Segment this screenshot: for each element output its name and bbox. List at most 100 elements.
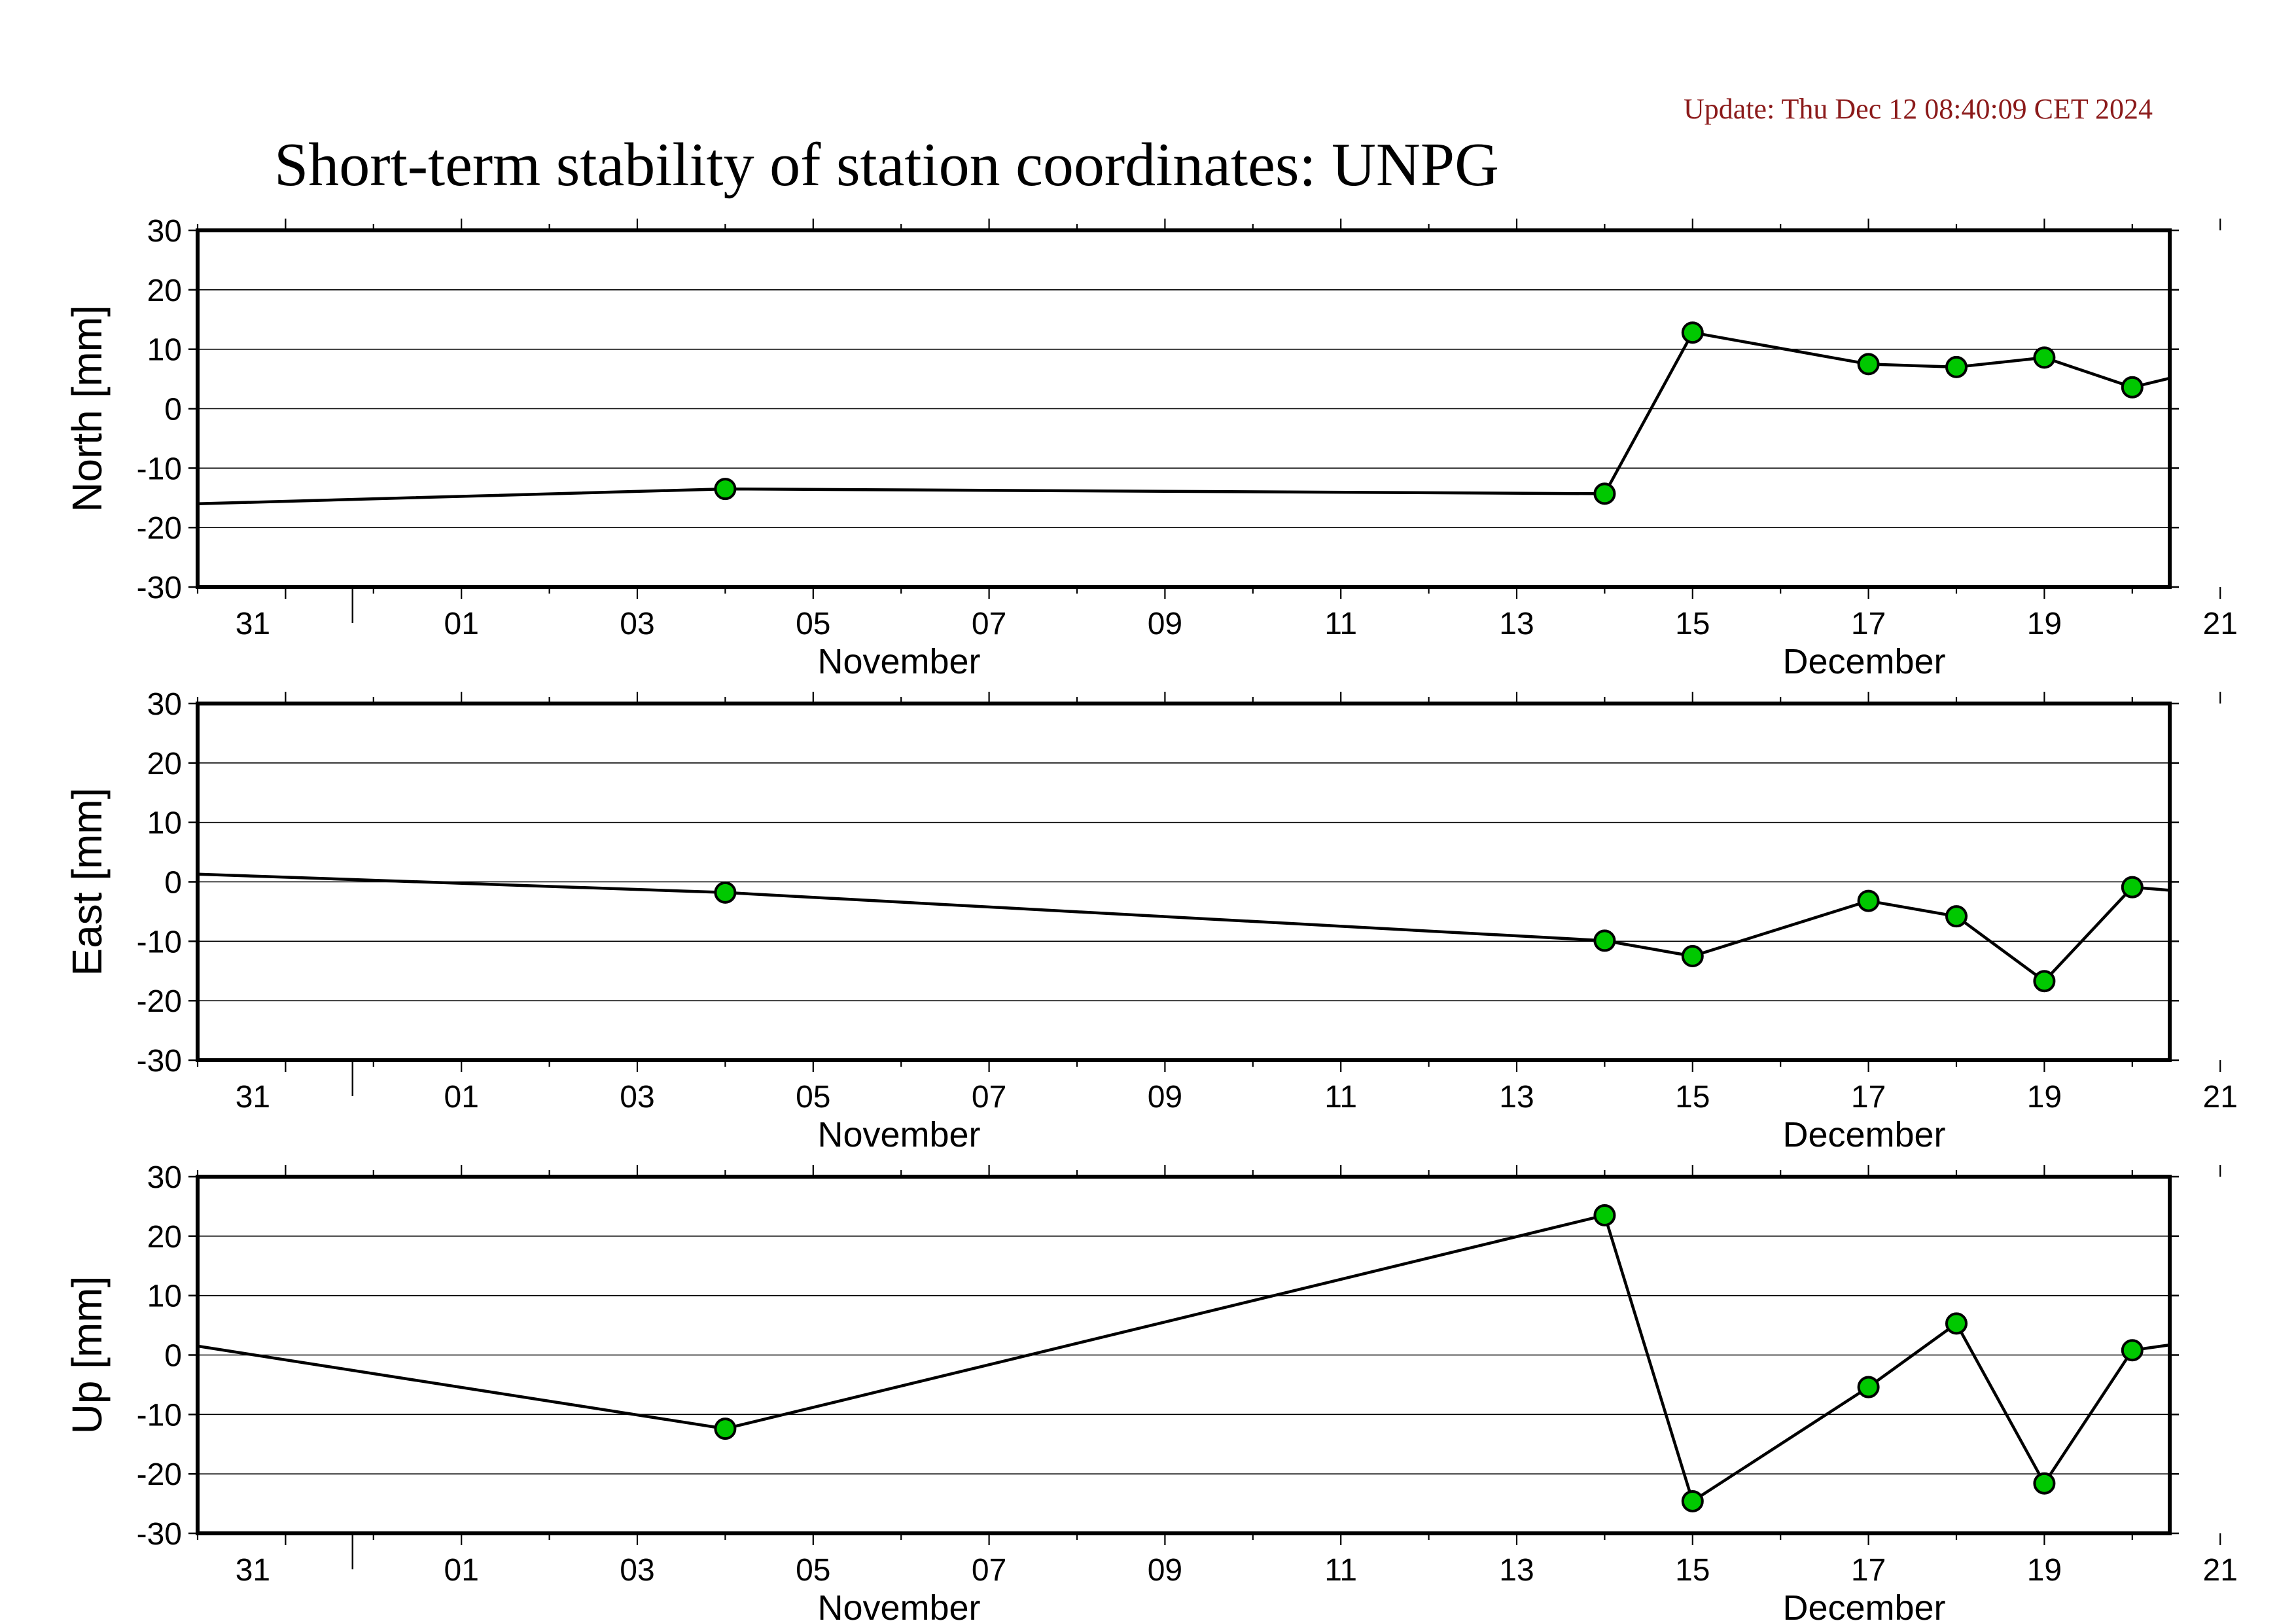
x-tick-label: 21 (2203, 607, 2238, 641)
month-label: December (1782, 1588, 1945, 1623)
x-tick-label: 01 (444, 1553, 479, 1588)
data-point (2033, 346, 2056, 369)
series-line (198, 872, 2170, 983)
data-point (2033, 1472, 2056, 1495)
y-tick-label: -10 (137, 1398, 182, 1433)
x-tick-label: 11 (1324, 607, 1357, 641)
data-point (1681, 945, 1704, 968)
x-tick-label: 21 (2203, 1553, 2238, 1588)
y-tick-label: -10 (137, 452, 182, 486)
x-tick-label: 31 (236, 1553, 270, 1588)
x-tick-label: 15 (1675, 1080, 1710, 1115)
data-point (1857, 1376, 1880, 1399)
y-tick-label: -10 (137, 925, 182, 959)
data-point (2121, 876, 2144, 899)
chart-title: Short-term stability of station coordina… (274, 131, 1499, 199)
x-tick-label: 15 (1675, 607, 1710, 641)
x-tick-label: 03 (620, 607, 654, 641)
x-tick-label: 03 (620, 1080, 654, 1115)
x-tick-label: 13 (1499, 1080, 1534, 1115)
x-tick-label: 21 (2203, 1080, 2238, 1115)
x-tick-label: 05 (796, 607, 830, 641)
data-point (1593, 929, 1616, 952)
data-point (1857, 889, 1880, 912)
y-tick-label: 30 (147, 687, 182, 722)
panels: 30 20 10 0 -10 -20 -30 North [mm] 31 01 03 05 07 09 11… (63, 214, 2238, 1623)
x-tick-label: 01 (444, 1080, 479, 1115)
x-tick-label: 07 (972, 1080, 1006, 1115)
x-tick-label: 09 (1148, 607, 1182, 641)
x-tick-label: 07 (972, 607, 1006, 641)
data-point (714, 881, 737, 904)
data-point (1593, 482, 1616, 505)
x-tick-label: 17 (1851, 1080, 1886, 1115)
x-tick-label: 01 (444, 607, 479, 641)
update-timestamp: Update: Thu Dec 12 08:40:09 CET 2024 (1684, 93, 2153, 125)
y-tick-label: 10 (147, 1279, 182, 1314)
y-tick-label: 20 (147, 274, 182, 308)
series-line (198, 1213, 2170, 1503)
y-tick-label: 20 (147, 1220, 182, 1255)
data-point (1681, 321, 1704, 344)
data-point (714, 1418, 737, 1440)
data-point (1593, 1204, 1616, 1227)
x-tick-label: 19 (2027, 1553, 2062, 1588)
x-tick-label: 19 (2027, 1080, 2062, 1115)
month-label: December (1782, 642, 1945, 681)
plot-frame (196, 702, 2172, 1062)
data-point (1681, 1489, 1704, 1512)
data-point (714, 478, 737, 501)
x-tick-label: 09 (1148, 1553, 1182, 1588)
x-tick-label: 17 (1851, 607, 1886, 641)
y-tick-label: -30 (137, 1044, 182, 1079)
panel-2: 30 20 10 0 -10 -20 -30 Up [mm] 31 01 03 05 07 09 11 13 1… (63, 1160, 2238, 1623)
plot-frame (196, 228, 2172, 589)
x-tick-label: 31 (236, 607, 270, 641)
month-label: November (817, 1588, 980, 1623)
y-tick-label: 0 (164, 1339, 182, 1374)
y-tick-label: -20 (137, 984, 182, 1019)
month-label: November (817, 1115, 980, 1154)
x-tick-label: 13 (1499, 607, 1534, 641)
x-tick-label: 17 (1851, 1553, 1886, 1588)
x-tick-label: 19 (2027, 607, 2062, 641)
x-tick-label: 31 (236, 1080, 270, 1115)
data-point (1945, 1312, 1968, 1335)
y-tick-label: 0 (164, 866, 182, 901)
y-tick-label: 20 (147, 747, 182, 781)
plot-frame (196, 1175, 2172, 1535)
y-tick-label: 10 (147, 333, 182, 368)
y-tick-label: 30 (147, 1160, 182, 1195)
data-point (1945, 905, 1968, 928)
x-tick-label: 07 (972, 1553, 1006, 1588)
month-label: December (1782, 1115, 1945, 1154)
y-axis-label: North [mm] (63, 305, 111, 512)
x-tick-label: 13 (1499, 1553, 1534, 1588)
x-tick-label: 05 (796, 1080, 830, 1115)
data-point (1857, 353, 1880, 376)
y-tick-label: -20 (137, 511, 182, 546)
data-point (2033, 970, 2056, 993)
y-tick-label: -30 (137, 1517, 182, 1552)
data-point (1945, 355, 1968, 378)
x-tick-label: 11 (1324, 1553, 1357, 1588)
x-tick-label: 09 (1148, 1080, 1182, 1115)
month-label: November (817, 642, 980, 681)
x-tick-label: 05 (796, 1553, 830, 1588)
x-tick-label: 03 (620, 1553, 654, 1588)
x-tick-label: 11 (1324, 1080, 1357, 1115)
data-point (2121, 1339, 2144, 1362)
panel-1: 30 20 10 0 -10 -20 -30 East [mm] 31 01 03 05 07 09 11 1… (63, 687, 2238, 1154)
y-axis-label: Up [mm] (63, 1276, 111, 1435)
y-tick-label: 10 (147, 806, 182, 841)
y-tick-label: 0 (164, 393, 182, 427)
x-tick-label: 15 (1675, 1553, 1710, 1588)
data-point (2121, 376, 2144, 399)
y-tick-label: 30 (147, 214, 182, 249)
y-tick-label: -20 (137, 1457, 182, 1492)
series-line (198, 330, 2170, 506)
panel-0: 30 20 10 0 -10 -20 -30 North [mm] 31 01 03 05 07 09 11… (63, 214, 2238, 681)
y-tick-label: -30 (137, 571, 182, 605)
y-axis-label: East [mm] (63, 787, 111, 976)
